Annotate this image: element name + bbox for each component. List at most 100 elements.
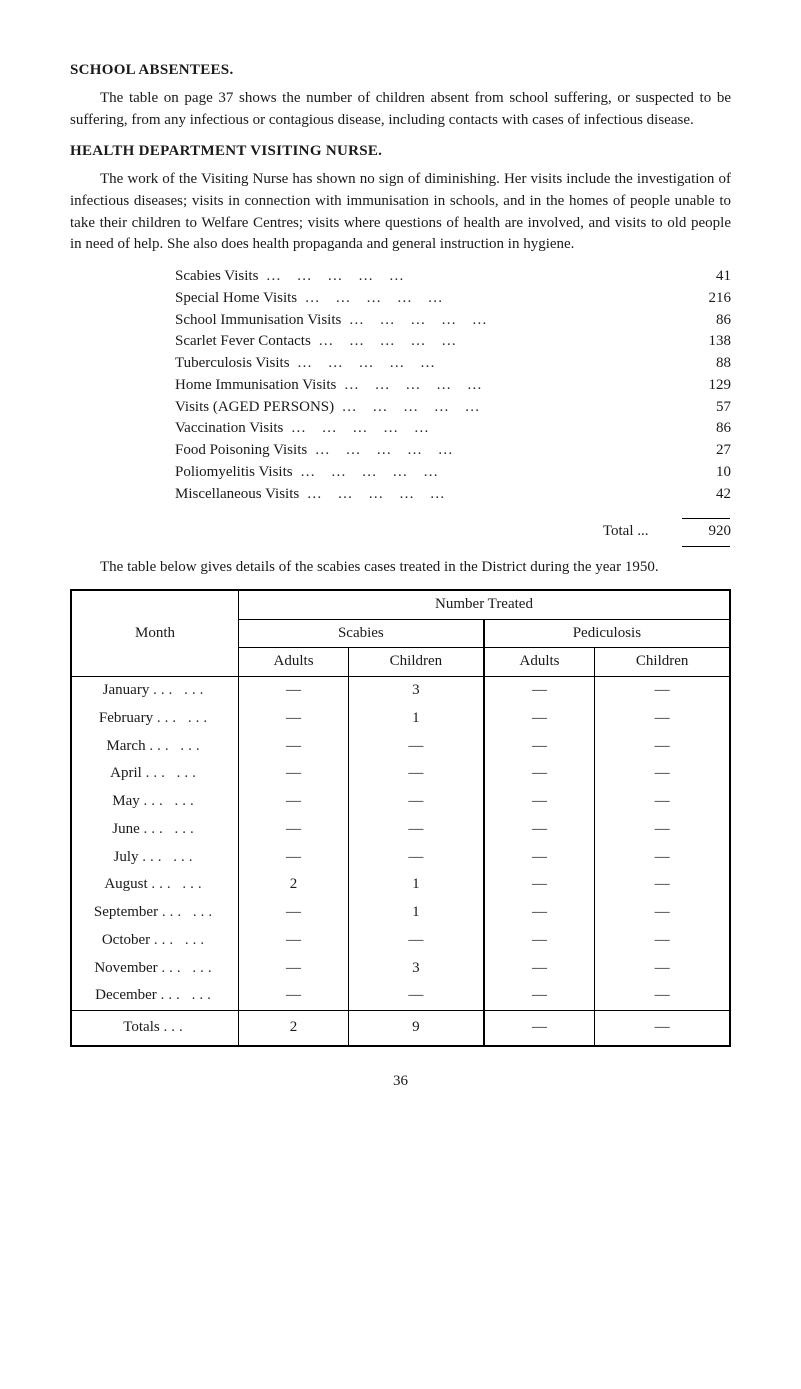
visit-value: 216 bbox=[664, 288, 732, 310]
visit-dots: … … … … … bbox=[297, 353, 663, 375]
table-row: January ... ...—3—— bbox=[71, 677, 730, 705]
table-row: March ... ...———— bbox=[71, 733, 730, 761]
cell-totals-ped-adults: — bbox=[484, 1011, 595, 1046]
cell-ped-children: — bbox=[595, 816, 730, 844]
cell-ped-adults: — bbox=[484, 760, 595, 788]
visit-dots: … … … … … bbox=[315, 440, 664, 462]
visit-label: Food Poisoning Visits bbox=[175, 440, 315, 462]
cell-scabies-adults: — bbox=[239, 982, 349, 1010]
th-ped-adults: Adults bbox=[484, 648, 595, 677]
cell-scabies-adults: — bbox=[239, 733, 349, 761]
th-month: Month bbox=[71, 590, 239, 677]
visit-dots: … … … … … bbox=[305, 288, 664, 310]
visit-dots: … … … … … bbox=[349, 310, 664, 332]
visit-dots: … … … … … bbox=[291, 418, 664, 440]
table-row: September ... ...—1—— bbox=[71, 899, 730, 927]
cell-ped-children: — bbox=[595, 733, 730, 761]
cell-month: May ... ... bbox=[71, 788, 239, 816]
table-row: October ... ...———— bbox=[71, 927, 730, 955]
th-scabies: Scabies bbox=[239, 619, 484, 648]
visit-row: Poliomyelitis Visits… … … … …10 bbox=[70, 462, 731, 484]
cell-ped-children: — bbox=[595, 760, 730, 788]
visit-value: 86 bbox=[664, 310, 732, 332]
table-totals-row: Totals ...29—— bbox=[71, 1011, 730, 1046]
cell-month: January ... ... bbox=[71, 677, 239, 705]
cell-totals-ped-children: — bbox=[595, 1011, 730, 1046]
visit-label: Scarlet Fever Contacts bbox=[175, 331, 318, 353]
para-health-dept: The work of the Visiting Nurse has shown… bbox=[70, 169, 731, 256]
para-table-intro: The table below gives details of the sca… bbox=[70, 557, 731, 579]
visit-value: 138 bbox=[664, 331, 732, 353]
visit-row: Scabies Visits… … … … …41 bbox=[70, 266, 731, 288]
table-row: May ... ...———— bbox=[71, 788, 730, 816]
visit-value: 27 bbox=[664, 440, 732, 462]
scabies-table: Month Number Treated Scabies Pediculosis… bbox=[70, 589, 731, 1047]
table-row: November ... ...—3—— bbox=[71, 955, 730, 983]
visit-label: Poliomyelitis Visits bbox=[175, 462, 300, 484]
cell-ped-adults: — bbox=[484, 982, 595, 1010]
cell-scabies-adults: — bbox=[239, 677, 349, 705]
visit-dots: … … … … … bbox=[300, 462, 663, 484]
table-row: April ... ...———— bbox=[71, 760, 730, 788]
cell-scabies-adults: — bbox=[239, 844, 349, 872]
cell-month: March ... ... bbox=[71, 733, 239, 761]
cell-ped-children: — bbox=[595, 955, 730, 983]
th-scabies-children: Children bbox=[349, 648, 484, 677]
cell-ped-adults: — bbox=[484, 677, 595, 705]
cell-scabies-children: — bbox=[349, 816, 484, 844]
visit-value: 129 bbox=[664, 375, 732, 397]
cell-scabies-adults: — bbox=[239, 927, 349, 955]
th-scabies-adults: Adults bbox=[239, 648, 349, 677]
cell-ped-adults: — bbox=[484, 816, 595, 844]
cell-totals-label: Totals ... bbox=[71, 1011, 239, 1046]
cell-scabies-children: — bbox=[349, 927, 484, 955]
visit-dots: … … … … … bbox=[266, 266, 664, 288]
visit-dots: … … … … … bbox=[342, 397, 664, 419]
cell-ped-adults: — bbox=[484, 871, 595, 899]
cell-scabies-children: — bbox=[349, 760, 484, 788]
visit-dots: … … … … … bbox=[318, 331, 663, 353]
visit-value: 86 bbox=[664, 418, 732, 440]
cell-scabies-children: 1 bbox=[349, 899, 484, 927]
cell-scabies-children: — bbox=[349, 733, 484, 761]
cell-scabies-adults: — bbox=[239, 760, 349, 788]
cell-ped-children: — bbox=[595, 788, 730, 816]
visit-row: Scarlet Fever Contacts… … … … …138 bbox=[70, 331, 731, 353]
cell-month: December ... ... bbox=[71, 982, 239, 1010]
visit-dots: … … … … … bbox=[344, 375, 664, 397]
cell-ped-adults: — bbox=[484, 788, 595, 816]
total-rule-top bbox=[682, 518, 730, 519]
cell-ped-children: — bbox=[595, 982, 730, 1010]
cell-month: October ... ... bbox=[71, 927, 239, 955]
cell-ped-children: — bbox=[595, 844, 730, 872]
cell-totals-scabies-children: 9 bbox=[349, 1011, 484, 1046]
page-number: 36 bbox=[70, 1071, 731, 1093]
visits-list: Scabies Visits… … … … …41Special Home Vi… bbox=[70, 266, 731, 505]
visit-label: Home Immunisation Visits bbox=[175, 375, 344, 397]
total-rule-bottom bbox=[682, 546, 730, 547]
visit-label: Special Home Visits bbox=[175, 288, 305, 310]
cell-ped-adults: — bbox=[484, 705, 595, 733]
visit-label: Miscellaneous Visits bbox=[175, 484, 307, 506]
cell-month: April ... ... bbox=[71, 760, 239, 788]
table-row: July ... ...———— bbox=[71, 844, 730, 872]
visit-row: Vaccination Visits… … … … …86 bbox=[70, 418, 731, 440]
visit-dots: … … … … … bbox=[307, 484, 664, 506]
visits-total-block-bottom bbox=[70, 543, 731, 549]
cell-totals-scabies-adults: 2 bbox=[239, 1011, 349, 1046]
cell-month: February ... ... bbox=[71, 705, 239, 733]
heading-health-dept: HEALTH DEPARTMENT VISITING NURSE. bbox=[70, 141, 731, 163]
visit-value: 88 bbox=[664, 353, 732, 375]
cell-ped-children: — bbox=[595, 871, 730, 899]
cell-scabies-adults: — bbox=[239, 705, 349, 733]
table-row: June ... ...———— bbox=[71, 816, 730, 844]
visit-row: Visits (AGED PERSONS)… … … … …57 bbox=[70, 397, 731, 419]
visit-label: Visits (AGED PERSONS) bbox=[175, 397, 342, 419]
visit-label: Tuberculosis Visits bbox=[175, 353, 297, 375]
visit-value: 57 bbox=[664, 397, 732, 419]
th-ped-children: Children bbox=[595, 648, 730, 677]
cell-scabies-children: 1 bbox=[349, 705, 484, 733]
visit-row: Food Poisoning Visits… … … … …27 bbox=[70, 440, 731, 462]
cell-scabies-adults: — bbox=[239, 816, 349, 844]
cell-scabies-adults: — bbox=[239, 788, 349, 816]
